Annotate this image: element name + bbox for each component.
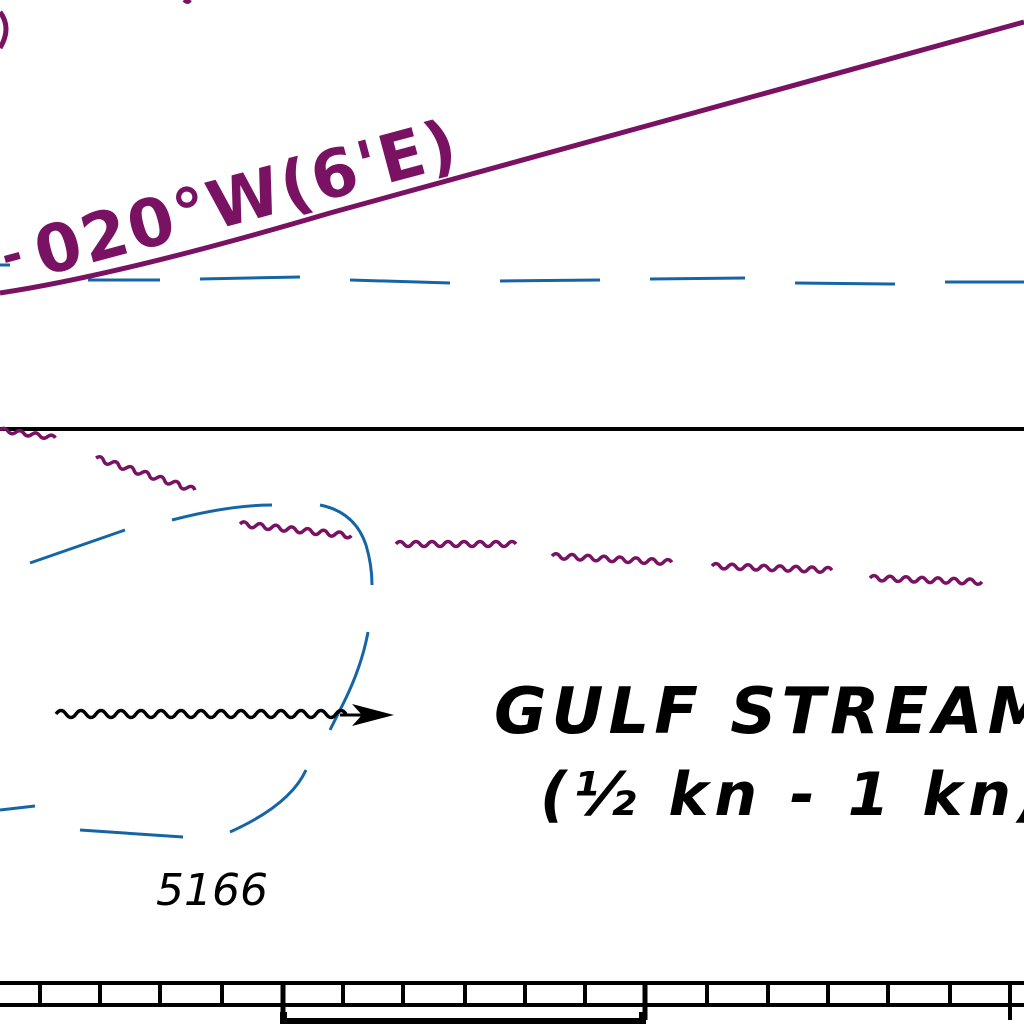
- isogonic-label: 020°W(6'E): [26, 104, 466, 291]
- depth-contour-upper: [0, 263, 1024, 286]
- wavy-line: [0, 426, 57, 440]
- wavy-line: [238, 520, 353, 540]
- wavy-line: [394, 539, 518, 549]
- wavy-line: [710, 561, 834, 575]
- depth-contour-lower: [0, 503, 374, 839]
- magenta-fragment-top: [182, 0, 192, 4]
- wavy-line: [95, 454, 197, 491]
- current-arrow-wave: [54, 708, 348, 720]
- current-arrow-head: [352, 704, 394, 726]
- scale-bar: [0, 981, 1024, 1024]
- isogonic-prefix: -: [0, 224, 29, 285]
- magenta-fragment-paren: [0, 10, 9, 50]
- current-speed: (½ kn - 1 kn): [540, 760, 1024, 830]
- wavy-line: [550, 551, 674, 566]
- isogonic-line: [0, 19, 1024, 296]
- depth-label: 5166: [156, 865, 268, 916]
- wavy-line: [868, 573, 984, 587]
- current-title: GULF STREAM: [494, 675, 1024, 749]
